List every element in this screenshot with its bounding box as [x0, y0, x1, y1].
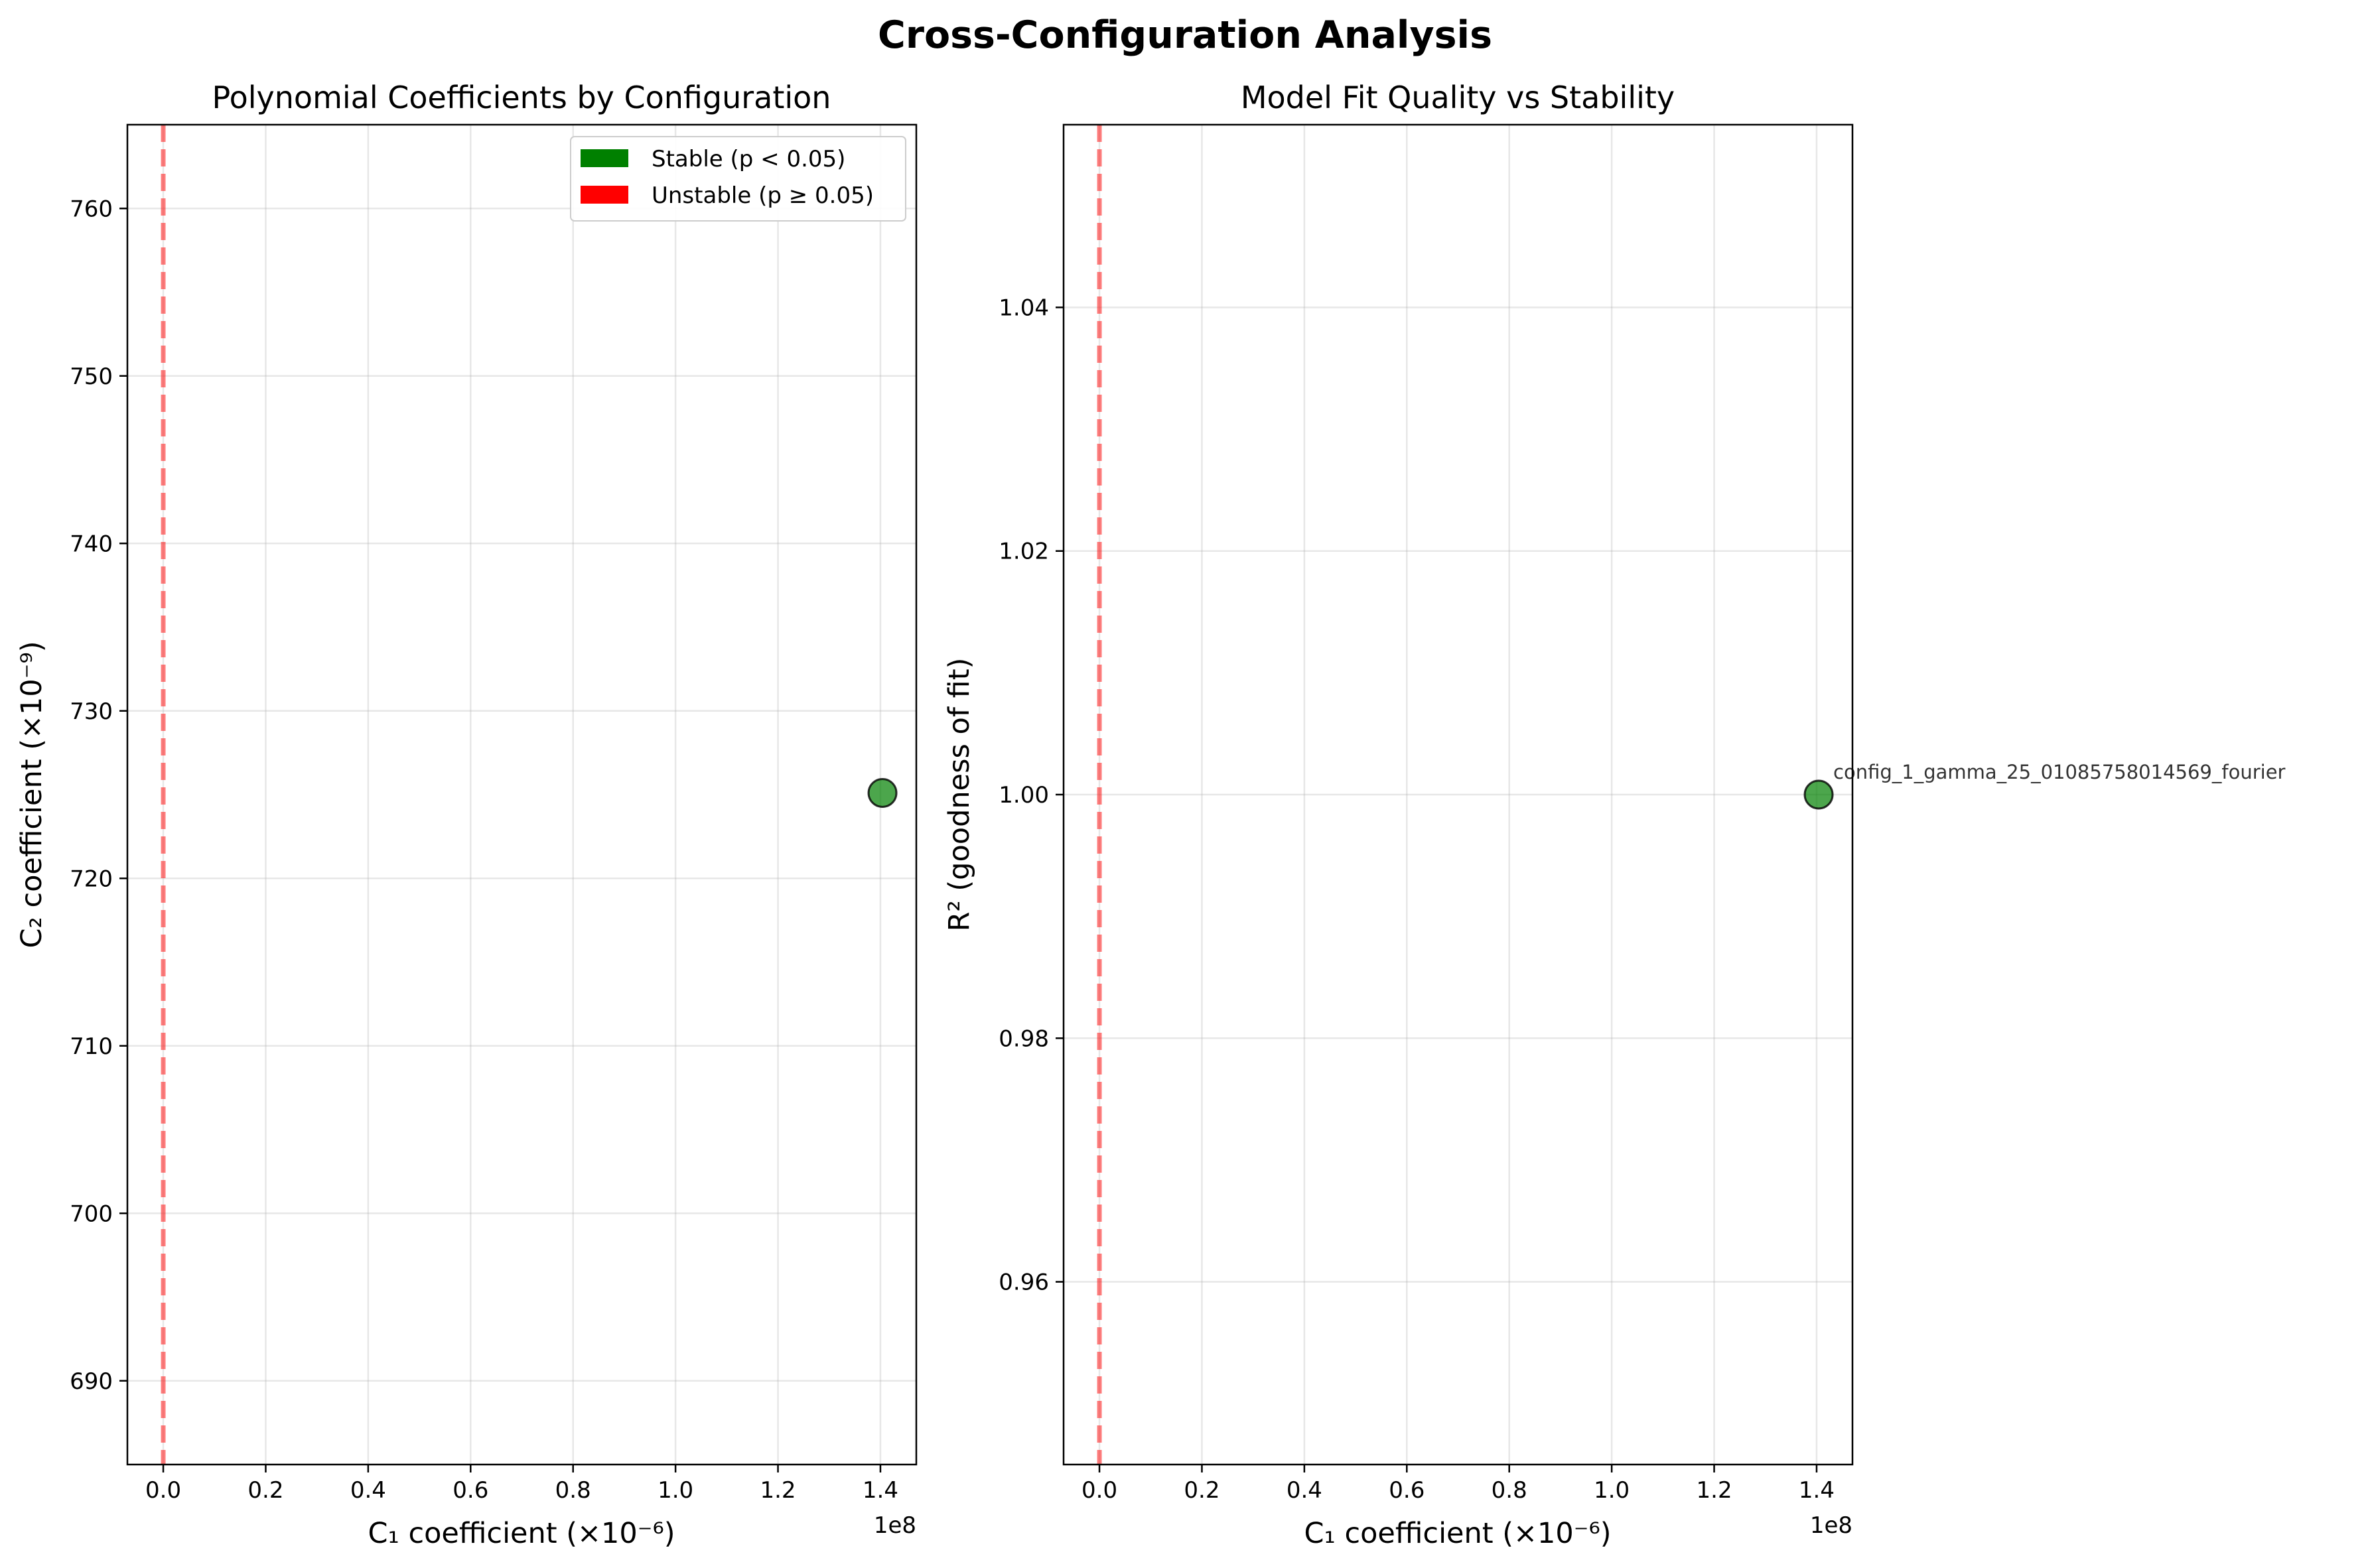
y-tick-label: 710 [70, 1033, 113, 1060]
x-tick-label: 0.0 [1081, 1477, 1117, 1504]
point-annotation: config_1_gamma_25_01085758014569_fourier [1833, 761, 2286, 783]
points-left [867, 777, 898, 808]
x-tick-label: 0.8 [555, 1477, 591, 1504]
y-ticks-left: 690 700 710 720 730 740 750 760 [70, 196, 127, 1395]
y-tick-label: 1.02 [999, 539, 1049, 565]
grid-y-left [127, 208, 916, 1382]
panel-left: 0.0 0.2 0.4 0.6 0.8 1.0 1.2 1.4 690 700 710 720 730… [15, 80, 918, 1550]
plot-area-right [1064, 125, 1852, 1465]
panel-right: config_1_gamma_25_01085758014569_fourier… [943, 80, 2286, 1550]
y-axis-label-left: C₂ coefficient (×10⁻⁹) [15, 641, 48, 948]
x-tick-label: 0.2 [1184, 1477, 1220, 1504]
x-tick-label: 1.0 [658, 1477, 693, 1504]
points-right: config_1_gamma_25_01085758014569_fourier [1803, 761, 2286, 810]
legend-label-unstable: Unstable (p ≥ 0.05) [652, 182, 874, 209]
y-ticks-right: 0.96 0.98 1.00 1.02 1.04 [999, 294, 1064, 1296]
x-offset-label-left: 1e8 [874, 1512, 916, 1539]
y-tick-label: 730 [70, 698, 113, 725]
x-tick-label: 0.8 [1492, 1477, 1527, 1504]
y-tick-label: 690 [70, 1368, 113, 1395]
plot-area-left [127, 125, 916, 1465]
y-tick-label: 740 [70, 531, 113, 557]
x-tick-label: 0.2 [247, 1477, 283, 1504]
y-tick-label: 760 [70, 196, 113, 222]
y-tick-label: 1.00 [999, 782, 1049, 809]
y-axis-label-right: R² (goodness of fit) [943, 658, 976, 932]
y-tick-label: 700 [70, 1201, 113, 1227]
figure-suptitle: Cross-Configuration Analysis [878, 13, 1492, 57]
x-tick-label: 0.4 [350, 1477, 386, 1504]
legend-label-stable: Stable (p < 0.05) [652, 146, 845, 172]
axes-title-right: Model Fit Quality vs Stability [1241, 80, 1675, 115]
legend-swatch-stable [581, 149, 628, 167]
x-ticks-left: 0.0 0.2 0.4 0.6 0.8 1.0 1.2 1.4 [145, 1465, 898, 1504]
legend-swatch-unstable [581, 186, 628, 204]
y-tick-label: 0.96 [999, 1270, 1049, 1296]
scatter-point [867, 777, 898, 808]
x-tick-label: 0.6 [1389, 1477, 1425, 1504]
grid-y-right [1064, 306, 1852, 1283]
x-tick-label: 1.4 [863, 1477, 898, 1504]
x-tick-label: 1.4 [1799, 1477, 1835, 1504]
legend-box [570, 136, 906, 222]
x-tick-label: 1.2 [1697, 1477, 1732, 1504]
x-axis-label-right: C₁ coefficient (×10⁻⁶) [1304, 1517, 1612, 1550]
axes-frame-left [126, 123, 918, 1466]
x-axis-label-left: C₁ coefficient (×10⁻⁶) [368, 1517, 675, 1550]
scatter-point [1803, 779, 1834, 810]
x-offset-label-right: 1e8 [1810, 1512, 1852, 1539]
y-tick-label: 720 [70, 866, 113, 892]
legend: Stable (p < 0.05) Unstable (p ≥ 0.05) [570, 136, 906, 222]
y-tick-label: 1.04 [999, 294, 1049, 321]
x-ticks-right: 0.0 0.2 0.4 0.6 0.8 1.0 1.2 1.4 [1081, 1465, 1835, 1504]
x-tick-label: 1.2 [760, 1477, 796, 1504]
x-tick-label: 0.4 [1287, 1477, 1322, 1504]
axes-title-left: Polynomial Coefficients by Configuration [212, 80, 831, 115]
y-tick-label: 750 [70, 363, 113, 390]
x-tick-label: 0.6 [453, 1477, 488, 1504]
x-tick-label: 1.0 [1594, 1477, 1630, 1504]
x-tick-label: 0.0 [145, 1477, 181, 1504]
y-tick-label: 0.98 [999, 1025, 1049, 1052]
